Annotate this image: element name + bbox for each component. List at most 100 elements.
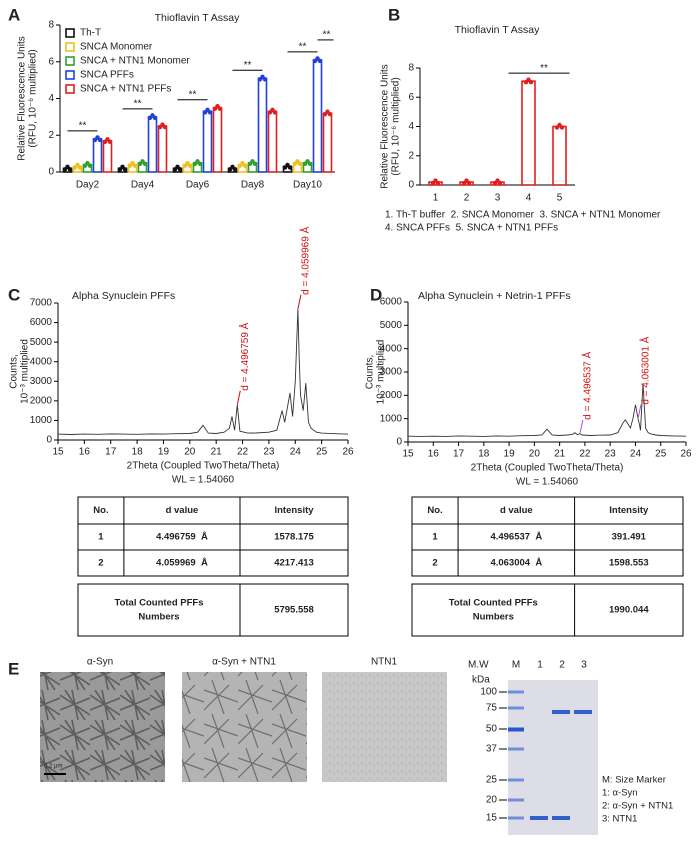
table-header: No. <box>427 505 442 516</box>
data-dot <box>107 139 113 144</box>
gel-legend: 2: α-Syn + NTN1 <box>602 801 673 812</box>
x-tick-label: 20 <box>529 449 541 460</box>
data-dot <box>197 161 203 167</box>
lane-label: 3 <box>581 660 587 671</box>
chart-title: Alpha Synuclein PFFs <box>72 290 175 302</box>
gel-band <box>530 816 548 820</box>
x-tick-label: 17 <box>105 447 117 458</box>
bar <box>521 80 536 186</box>
marker-label: 15 <box>486 813 498 824</box>
y-tick-label: 1000 <box>30 415 53 426</box>
marker-label: 50 <box>486 724 498 735</box>
table-border <box>77 583 349 637</box>
legend-swatch <box>65 70 75 80</box>
table-border <box>77 496 349 577</box>
xrd-line <box>57 308 349 435</box>
y-tick-label: 8 <box>408 63 414 74</box>
x-tick-label: 4 <box>526 193 532 204</box>
table-cell: 2 <box>432 558 437 569</box>
bar <box>157 125 168 173</box>
em-image <box>182 672 307 782</box>
legend-swatch <box>65 28 75 38</box>
data-dot <box>287 165 293 170</box>
x-tick-label: 15 <box>52 447 64 458</box>
table-header: Intensity <box>609 505 649 516</box>
data-dot <box>435 180 441 186</box>
gel-band <box>552 710 570 714</box>
bar <box>552 125 567 186</box>
x-tick-label: 2 <box>464 193 470 204</box>
panel-letter: E <box>8 659 19 678</box>
legend-swatch <box>65 56 75 66</box>
marker-label: 75 <box>486 703 498 714</box>
x-tick-label: 23 <box>605 449 617 460</box>
table-total-label: Total Counted PFFs <box>449 598 538 609</box>
x-tick-label: Day4 <box>131 180 155 191</box>
gel-mw: M.W <box>468 660 489 671</box>
bar <box>312 59 323 173</box>
significance: ** <box>323 30 331 41</box>
table-cell: 4.059969 Å <box>156 558 208 569</box>
data-dot <box>317 58 323 64</box>
gel-band <box>508 778 524 782</box>
annotation-leader <box>579 419 584 434</box>
table-cell: 4.063004 Å <box>490 558 542 569</box>
table-header: No. <box>93 505 108 516</box>
table-cell: 1 <box>432 532 438 543</box>
significance: ** <box>189 89 197 100</box>
y-tick-label: 5000 <box>30 337 53 348</box>
y-tick-label: 2 <box>408 150 414 161</box>
table-header: Intensity <box>274 505 314 516</box>
x-tick-label: 24 <box>630 449 642 460</box>
y-axis-label: (RFU, 10⁻⁶ multiplied) <box>28 49 39 147</box>
chart-title: Alpha Synuclein + Netrin-1 PFFs <box>418 290 571 302</box>
table-border <box>411 583 684 637</box>
y-tick-label: 2000 <box>30 395 53 406</box>
bar <box>267 110 278 173</box>
x-tick-label: 1 <box>433 193 439 204</box>
bar <box>92 138 103 173</box>
table-total-label: Numbers <box>473 612 514 623</box>
legend-text: 4. SNCA PFFs 5. SNCA + NTN1 PFFs <box>385 223 558 234</box>
image-label: NTN1 <box>371 657 398 668</box>
table-total-label: Total Counted PFFs <box>114 598 203 609</box>
data-dot <box>497 180 503 186</box>
y-tick-label: 4000 <box>380 343 403 354</box>
x-tick-label: 26 <box>680 449 692 460</box>
significance: ** <box>244 60 252 71</box>
lane-label: 2 <box>559 660 565 671</box>
image-label: α-Syn + NTN1 <box>212 657 276 668</box>
data-dot <box>242 163 248 168</box>
data-dot <box>152 115 158 121</box>
data-dot <box>217 106 223 111</box>
y-axis-label: 10⁻³ multiplied <box>376 340 387 405</box>
annotation-leader <box>637 404 642 419</box>
gel-band <box>508 798 524 802</box>
y-tick-label: 0 <box>48 167 54 178</box>
marker-label: 100 <box>480 687 497 698</box>
y-tick-label: 4000 <box>30 356 53 367</box>
y-tick-label: 2 <box>48 130 54 141</box>
y-tick-label: 5000 <box>380 320 403 331</box>
em-image <box>322 672 447 782</box>
x-tick-label: 22 <box>237 447 249 458</box>
gel-band <box>508 727 524 732</box>
data-dot <box>528 79 534 85</box>
significance: ** <box>299 42 307 53</box>
data-dot <box>142 161 148 167</box>
bar <box>147 116 158 173</box>
x-tick-label: 25 <box>655 449 667 460</box>
em-image <box>40 672 165 782</box>
data-dot <box>252 161 258 167</box>
x-tick-label: Day6 <box>186 180 210 191</box>
xrd-line <box>407 383 687 437</box>
annotation: d = 4.496537 Å <box>580 351 593 419</box>
annotation: d = 4.063001 Å <box>639 336 652 404</box>
gel-band <box>508 816 524 820</box>
gel-legend: M: Size Marker <box>602 775 666 786</box>
data-dot <box>162 124 168 130</box>
gel-legend: 3: NTN1 <box>602 814 637 825</box>
legend-label: SNCA + NTN1 Monomer <box>80 56 190 67</box>
annotation: d = 4.059969 Å <box>299 226 312 294</box>
